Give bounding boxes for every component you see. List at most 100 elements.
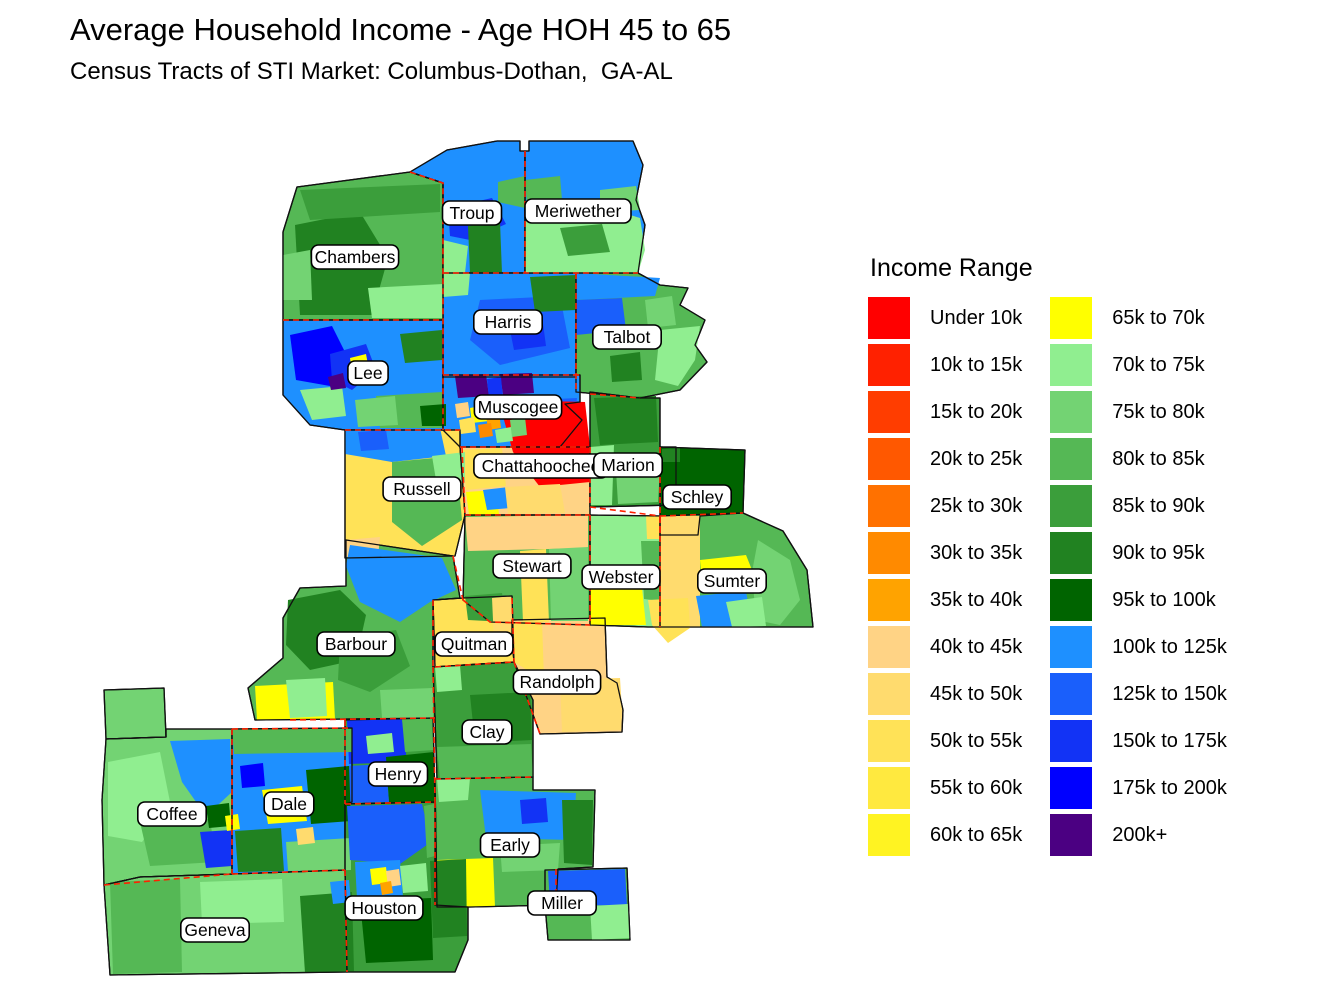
census-tract — [400, 863, 428, 893]
legend-label: 65k to 70k — [1112, 306, 1205, 329]
county-dashed-border — [659, 512, 744, 517]
legend-swatch — [1050, 391, 1093, 433]
legend-label: 50k to 55k — [930, 729, 1023, 752]
legend-label: 40k to 45k — [930, 635, 1023, 658]
census-tract — [347, 804, 431, 864]
census-tract — [140, 819, 216, 866]
census-tract — [300, 184, 440, 220]
legend-row: 15k to 20k — [868, 391, 1022, 433]
legend-swatch — [1050, 532, 1093, 574]
census-tract — [424, 804, 435, 858]
county-label-box — [347, 360, 389, 386]
county-label-box — [492, 553, 572, 579]
census-tract — [368, 284, 443, 318]
county-label-box — [434, 631, 514, 657]
county-dashed-border — [103, 873, 233, 886]
legend-row: 10k to 15k — [868, 344, 1022, 386]
county-label-text: Sumter — [704, 571, 761, 591]
county-label-box — [344, 895, 424, 921]
legend-swatch — [868, 391, 910, 433]
county-label-text: Clay — [469, 722, 504, 742]
legend-swatch — [1050, 344, 1093, 386]
legend-row: 70k to 75k — [1050, 344, 1227, 386]
legend-label: 175k to 200k — [1112, 776, 1227, 799]
legend-label: 20k to 25k — [930, 447, 1023, 470]
county-label-text: Quitman — [441, 634, 507, 654]
county-label-text: Houston — [351, 898, 416, 918]
census-tract — [170, 739, 232, 816]
census-tract — [346, 545, 456, 622]
county-label-text: Talbot — [604, 327, 651, 347]
county-label-box — [461, 719, 513, 745]
page-subtitle: Census Tracts of STI Market: Columbus-Do… — [70, 58, 673, 85]
legend-swatch — [1050, 579, 1093, 621]
legend-column-left: Under 10k 10k to 15k 15k to 20k 20k to 25k 2… — [868, 297, 1022, 856]
census-tract — [232, 728, 352, 754]
county-label-russell: Russell — [382, 476, 462, 502]
county-label-houston: Houston — [344, 895, 424, 921]
legend-swatch — [868, 814, 910, 856]
census-tract — [560, 224, 610, 256]
census-tract — [645, 296, 676, 328]
census-tract — [240, 763, 265, 788]
legend-swatch — [868, 438, 910, 480]
county-dashed-border-layer — [103, 151, 744, 973]
census-tract — [525, 176, 562, 204]
county-label-box — [367, 761, 429, 787]
county-dashed-border — [434, 776, 534, 780]
census-tract — [498, 176, 525, 208]
census-tract — [283, 250, 312, 300]
census-tract — [610, 352, 642, 382]
county-dashed-border — [289, 717, 436, 721]
county-label-box — [592, 452, 663, 478]
county-label-box — [441, 200, 503, 226]
census-tract — [520, 798, 548, 824]
legend-row: 175k to 200k — [1050, 767, 1227, 809]
census-tract — [455, 374, 489, 398]
county-label-box — [382, 476, 462, 502]
county-label-text: Meriwether — [535, 201, 622, 221]
census-tract — [443, 273, 470, 297]
county-label-meriwether: Meriwether — [524, 198, 632, 224]
county-label-henry: Henry — [367, 761, 429, 787]
county-label-box — [512, 669, 602, 695]
legend-swatch — [1050, 814, 1093, 856]
legend-swatch — [868, 297, 910, 339]
county-label-text: Coffee — [146, 804, 197, 824]
census-tract — [487, 377, 503, 399]
census-tract — [300, 386, 346, 420]
census-tract — [380, 688, 433, 718]
legend-swatch — [1050, 438, 1093, 480]
census-tract — [366, 733, 394, 754]
legend-swatch — [868, 626, 910, 668]
legend-swatch — [1050, 673, 1093, 715]
census-tract — [478, 423, 493, 438]
county-label-clay: Clay — [461, 719, 513, 745]
page-title: Average Household Income - Age HOH 45 to… — [70, 12, 732, 47]
census-tract — [646, 516, 660, 539]
county-label-box — [472, 309, 543, 335]
county-label-chattahoochee: Chattahoochee — [473, 453, 609, 479]
census-tract — [455, 402, 470, 418]
county-label-text: Miller — [541, 893, 583, 913]
county-label-text: Stewart — [502, 556, 561, 576]
census-tract — [370, 867, 388, 885]
legend-swatch — [868, 673, 910, 715]
census-tract — [510, 417, 527, 437]
legend-title: Income Range — [870, 254, 1033, 282]
county-label-text: Muscogee — [478, 397, 559, 417]
legend-columns: Under 10k 10k to 15k 15k to 20k 20k to 25k 2… — [868, 297, 1298, 856]
legend-row: 20k to 25k — [868, 438, 1022, 480]
county-dashed-border — [589, 393, 641, 399]
legend-label: 60k to 65k — [930, 823, 1023, 846]
county-outline — [442, 374, 583, 448]
legend-label: 35k to 40k — [930, 588, 1023, 611]
legend-label: 100k to 125k — [1112, 635, 1227, 658]
legend-row: 95k to 100k — [1050, 579, 1227, 621]
legend-column-right: 65k to 70k 70k to 75k 75k to 80k 80k to 85k… — [1050, 297, 1227, 856]
census-tract — [355, 396, 398, 427]
county-label-coffee: Coffee — [137, 801, 208, 827]
legend-row: 60k to 65k — [868, 814, 1022, 856]
legend-row: 200k+ — [1050, 814, 1227, 856]
